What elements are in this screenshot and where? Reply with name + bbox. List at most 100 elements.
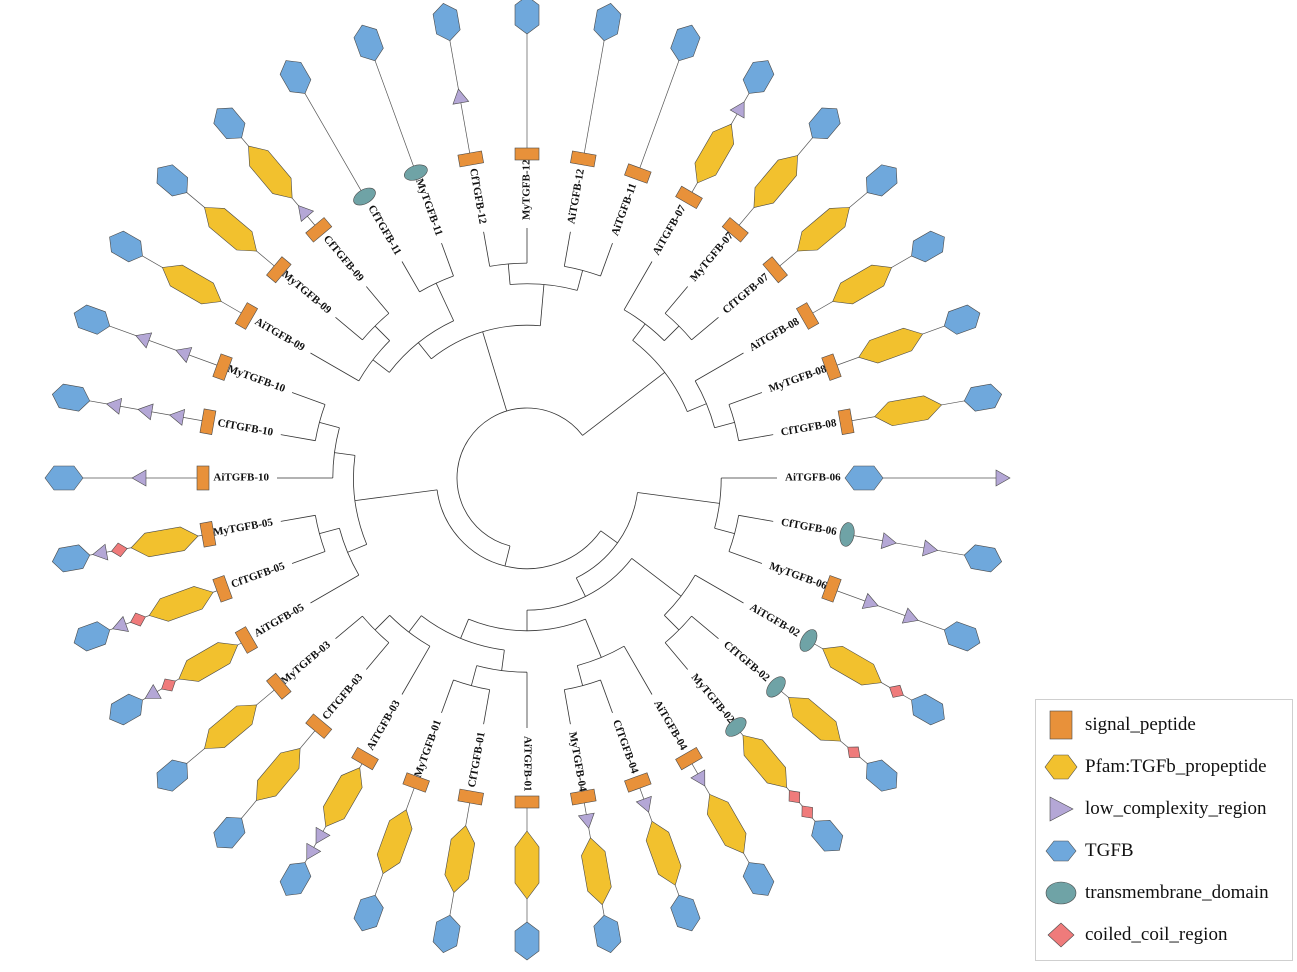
domain-glyph xyxy=(353,894,384,932)
tree-branch xyxy=(291,551,326,564)
domain-glyph xyxy=(234,626,259,654)
domain-glyph xyxy=(135,332,153,349)
propeptide-shape xyxy=(130,526,199,558)
legend: signal_peptide Pfam:TGFb_propeptide low_co… xyxy=(1035,699,1293,961)
domain-glyph xyxy=(753,155,798,208)
legend-item: coiled_coil_region xyxy=(1036,914,1292,956)
tree-branch xyxy=(347,544,367,553)
domain-glyph xyxy=(156,759,189,792)
leaf-label: MyTGFB-04 xyxy=(566,731,588,793)
tree-branch xyxy=(714,421,735,429)
tree-arc xyxy=(339,528,360,576)
leaf-label: AiTGFB-01 xyxy=(521,736,533,792)
coiled-coil-shape xyxy=(847,746,861,758)
domain-glyph xyxy=(766,676,786,698)
domain-glyph xyxy=(279,862,312,896)
domain-glyph xyxy=(92,543,109,561)
propeptide-shape xyxy=(161,264,222,305)
tree-branch xyxy=(372,359,390,373)
tree-branch xyxy=(563,231,571,267)
tree-leaf: AiTGFB-06 xyxy=(785,465,1011,491)
low-complexity-shape xyxy=(452,88,470,105)
domain-glyph xyxy=(212,575,233,603)
tgfb-icon xyxy=(1045,840,1077,862)
propeptide-shape xyxy=(797,207,850,252)
domain-glyph xyxy=(858,327,924,364)
tree-branch xyxy=(374,615,390,631)
tree-branch xyxy=(687,403,707,412)
signal-peptide-shape xyxy=(305,713,333,739)
propeptide-shape xyxy=(204,207,257,252)
domain-glyph xyxy=(943,621,981,652)
tree-leaf: CfTGFB-09 xyxy=(213,107,366,284)
domain-glyph xyxy=(675,746,703,771)
signal-peptide-shape xyxy=(351,746,379,771)
domain-glyph xyxy=(144,683,162,699)
transmembrane-shape xyxy=(839,522,855,547)
tree-arc xyxy=(362,313,390,341)
tree-branch xyxy=(280,434,316,442)
domain-glyph xyxy=(404,164,428,181)
signal-peptide-shape xyxy=(762,256,788,284)
tree-leaf: CfTGFB-02 xyxy=(721,639,898,792)
propeptide-shape xyxy=(753,155,798,208)
domain-glyph xyxy=(256,748,301,801)
tree-leaf: AiTGFB-01 xyxy=(514,736,540,961)
domain-glyph xyxy=(204,207,257,252)
propeptide-shape xyxy=(514,830,540,900)
tgfb-shape xyxy=(593,2,622,42)
tgfb-shape xyxy=(213,107,246,140)
signal-peptide-shape xyxy=(234,626,259,654)
tree-branch xyxy=(600,242,613,277)
tree-arc xyxy=(694,380,715,428)
low-complexity-shape xyxy=(105,397,123,415)
tgfb-shape xyxy=(514,921,540,961)
tree-branch xyxy=(664,325,680,341)
low-complexity-shape xyxy=(995,469,1011,487)
domain-glyph xyxy=(995,469,1011,487)
low-complexity-shape xyxy=(92,543,109,561)
domain-glyph xyxy=(762,256,788,284)
low-complexity-shape xyxy=(168,409,186,426)
tree-arc xyxy=(389,320,454,373)
tree-branch xyxy=(637,492,720,504)
domain-glyph xyxy=(880,532,897,550)
leaf-label: CfTGFB-06 xyxy=(780,516,838,538)
coiled-coil-shape xyxy=(788,790,801,804)
tree-branch xyxy=(482,331,508,412)
leaf-label: AiTGFB-12 xyxy=(565,168,587,225)
transmembrane-shape xyxy=(725,717,747,737)
domain-glyph xyxy=(44,465,84,491)
tree-branch xyxy=(335,316,363,341)
domain-glyph xyxy=(822,645,882,686)
domain-glyph xyxy=(234,302,259,330)
domain-glyph xyxy=(457,788,484,806)
tree-arc xyxy=(664,313,692,341)
tree-arc xyxy=(468,618,586,632)
domain-glyph xyxy=(911,693,945,726)
low-complexity-shape xyxy=(175,347,193,364)
signal-peptide-shape xyxy=(675,185,703,210)
signal-peptide-shape xyxy=(570,150,597,168)
signal-peptide-shape xyxy=(624,163,652,184)
domain-glyph xyxy=(353,24,384,62)
tree-leaf: CfTGFB-01 xyxy=(432,731,488,954)
signal-peptide-shape xyxy=(212,353,233,381)
tree-root-arc xyxy=(456,407,583,547)
tgfb-shape xyxy=(109,693,143,726)
tree-arc xyxy=(577,645,625,666)
domain-glyph xyxy=(353,187,376,206)
tree-branch xyxy=(401,261,420,293)
tree-arc xyxy=(476,665,528,673)
low-complexity-shape xyxy=(690,769,706,787)
signal-peptide-shape xyxy=(266,672,292,700)
leaf-label: MyTGFB-08 xyxy=(767,363,828,395)
tree-branch xyxy=(483,231,491,267)
tree-branch xyxy=(738,434,774,442)
tree-branch xyxy=(291,392,326,405)
signal-peptide-shape xyxy=(234,302,259,330)
domain-glyph xyxy=(148,586,214,622)
tree-leaf: CfTGFB-06 xyxy=(780,516,1003,573)
domain-glyph xyxy=(911,230,945,263)
